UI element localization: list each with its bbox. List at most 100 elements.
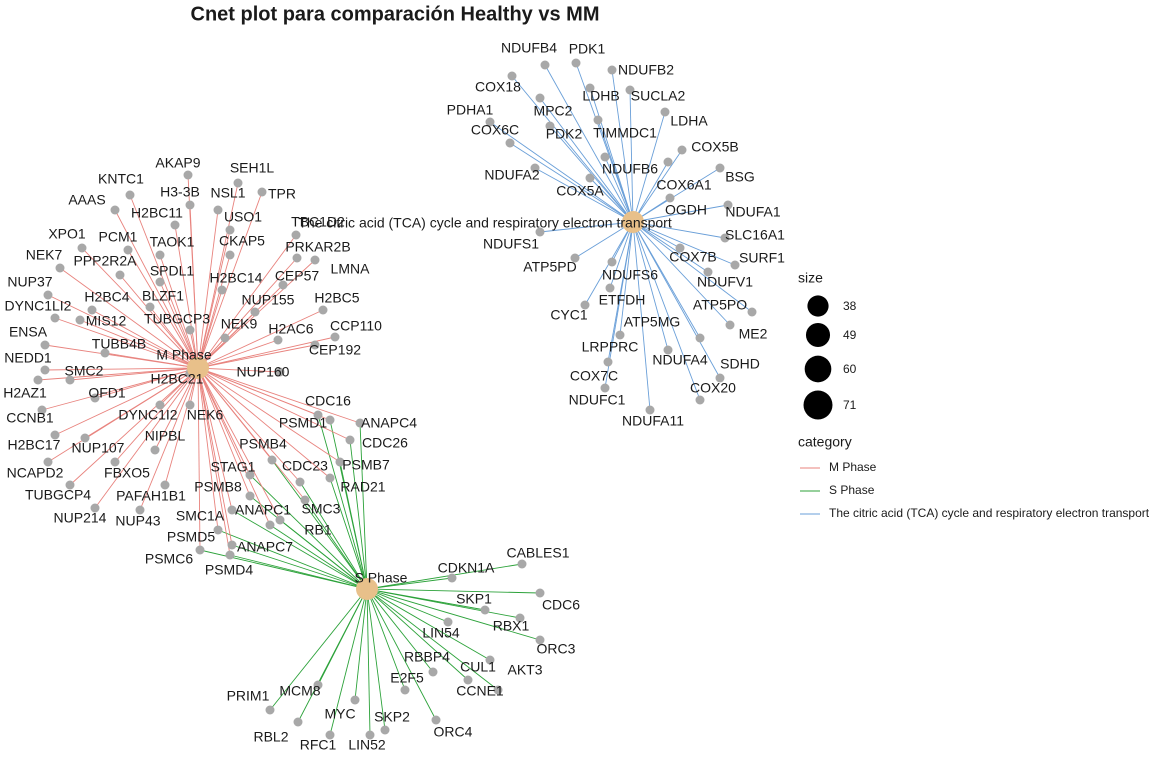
gene-label: SURF1 bbox=[739, 250, 785, 266]
gene-label: PRIM1 bbox=[227, 688, 270, 704]
category-label: S Phase bbox=[355, 570, 408, 586]
edge bbox=[174, 224, 199, 369]
edge bbox=[299, 481, 368, 590]
gene-label: AKT3 bbox=[507, 662, 542, 678]
gene-label: MPC2 bbox=[534, 103, 573, 119]
gene-node bbox=[695, 395, 705, 405]
gene-node bbox=[380, 725, 390, 735]
edge bbox=[54, 367, 199, 436]
gene-label: SLC16A1 bbox=[725, 227, 785, 243]
edge bbox=[632, 221, 701, 401]
gene-label: SDHD bbox=[720, 356, 760, 372]
edge bbox=[329, 477, 368, 590]
edge bbox=[91, 309, 199, 369]
gene-label: CDC23 bbox=[282, 458, 328, 474]
gene-label: H3-3B bbox=[160, 184, 200, 200]
gene-label: H2AC6 bbox=[268, 321, 313, 337]
gene-node bbox=[273, 335, 283, 345]
edge bbox=[197, 367, 341, 463]
edge bbox=[269, 524, 368, 590]
gene-node bbox=[155, 277, 165, 287]
gene-label: PSMD4 bbox=[205, 562, 253, 578]
gene-label: LMNA bbox=[331, 261, 371, 277]
category-node bbox=[356, 578, 378, 600]
gene-node bbox=[265, 520, 275, 530]
gene-label: PDK1 bbox=[569, 41, 606, 57]
edge bbox=[197, 367, 331, 421]
gene-node bbox=[530, 163, 540, 173]
gene-node bbox=[300, 495, 310, 505]
edge bbox=[197, 234, 297, 369]
size-legend-title: size bbox=[798, 270, 823, 286]
gene-node bbox=[325, 473, 335, 483]
edge bbox=[632, 221, 669, 351]
edge bbox=[366, 588, 521, 619]
gene-label: NEDD1 bbox=[4, 350, 52, 366]
gene-node bbox=[313, 680, 323, 690]
gene-node bbox=[225, 250, 235, 260]
edge bbox=[629, 89, 634, 223]
edge bbox=[539, 97, 634, 223]
gene-node bbox=[677, 145, 687, 155]
category-key-label: The citric acid (TCA) cycle and respirat… bbox=[829, 506, 1150, 520]
edge bbox=[81, 247, 199, 369]
edge bbox=[154, 367, 199, 451]
category-legend-title: category bbox=[798, 434, 852, 450]
gene-node bbox=[295, 477, 305, 487]
gene-label: CCP110 bbox=[330, 318, 382, 334]
gene-label: BLZF1 bbox=[142, 288, 184, 304]
gene-node bbox=[535, 227, 545, 237]
gene-node bbox=[535, 93, 545, 103]
gene-node bbox=[400, 685, 410, 695]
gene-node bbox=[115, 270, 125, 280]
edge bbox=[114, 367, 199, 463]
gene-node bbox=[605, 283, 615, 293]
gene-node bbox=[227, 540, 237, 550]
gene-label: SMC1A bbox=[176, 508, 225, 524]
gene-label: NUP107 bbox=[72, 440, 125, 456]
gene-label: COX7C bbox=[570, 368, 618, 384]
gene-label: ME2 bbox=[739, 326, 768, 342]
gene-label: NDUFC1 bbox=[569, 392, 626, 408]
gene-node bbox=[33, 375, 43, 385]
gene-label: CDKN1A bbox=[438, 560, 495, 576]
gene-node bbox=[675, 243, 685, 253]
gene-node bbox=[660, 107, 670, 117]
gene-node bbox=[585, 83, 595, 93]
gene-node bbox=[185, 200, 195, 210]
edge bbox=[197, 367, 281, 373]
edge bbox=[197, 367, 233, 511]
gene-node bbox=[571, 58, 581, 68]
edge bbox=[339, 461, 368, 590]
gene-label: ATP5MG bbox=[624, 314, 681, 330]
edge bbox=[197, 367, 331, 479]
size-key bbox=[804, 355, 832, 383]
edge bbox=[197, 209, 219, 369]
edge bbox=[279, 519, 368, 590]
gene-node bbox=[75, 315, 85, 325]
gene-node bbox=[645, 405, 655, 415]
edge bbox=[197, 289, 223, 369]
gene-node bbox=[227, 505, 237, 515]
edge bbox=[632, 221, 731, 326]
gene-node bbox=[607, 257, 617, 267]
gene-label: NDUFB4 bbox=[501, 40, 557, 56]
gene-node bbox=[345, 435, 355, 445]
gene-label: NUP43 bbox=[115, 513, 160, 529]
gene-label: MYC bbox=[324, 706, 355, 722]
gene-node bbox=[185, 325, 195, 335]
gene-label: AKAP9 bbox=[155, 155, 200, 171]
gene-node bbox=[213, 525, 223, 535]
gene-node bbox=[725, 320, 735, 330]
gene-node bbox=[275, 367, 285, 377]
gene-label: NDUFS1 bbox=[483, 236, 539, 252]
gene-node bbox=[50, 430, 60, 440]
gene-node bbox=[493, 685, 503, 695]
edge bbox=[366, 588, 469, 681]
gene-label: SUCLA2 bbox=[631, 88, 686, 104]
edge bbox=[619, 221, 634, 336]
gene-node bbox=[291, 230, 301, 240]
edge bbox=[539, 221, 634, 233]
gene-node bbox=[170, 220, 180, 230]
edge bbox=[366, 588, 406, 691]
